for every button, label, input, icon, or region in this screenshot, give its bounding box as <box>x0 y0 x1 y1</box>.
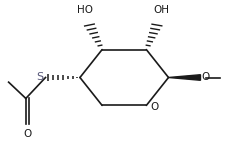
Text: S: S <box>36 73 44 82</box>
Text: OH: OH <box>153 5 169 15</box>
Text: O: O <box>23 129 32 140</box>
Text: HO: HO <box>77 5 93 15</box>
Text: O: O <box>201 73 210 82</box>
Text: O: O <box>150 102 158 112</box>
Polygon shape <box>169 75 200 80</box>
